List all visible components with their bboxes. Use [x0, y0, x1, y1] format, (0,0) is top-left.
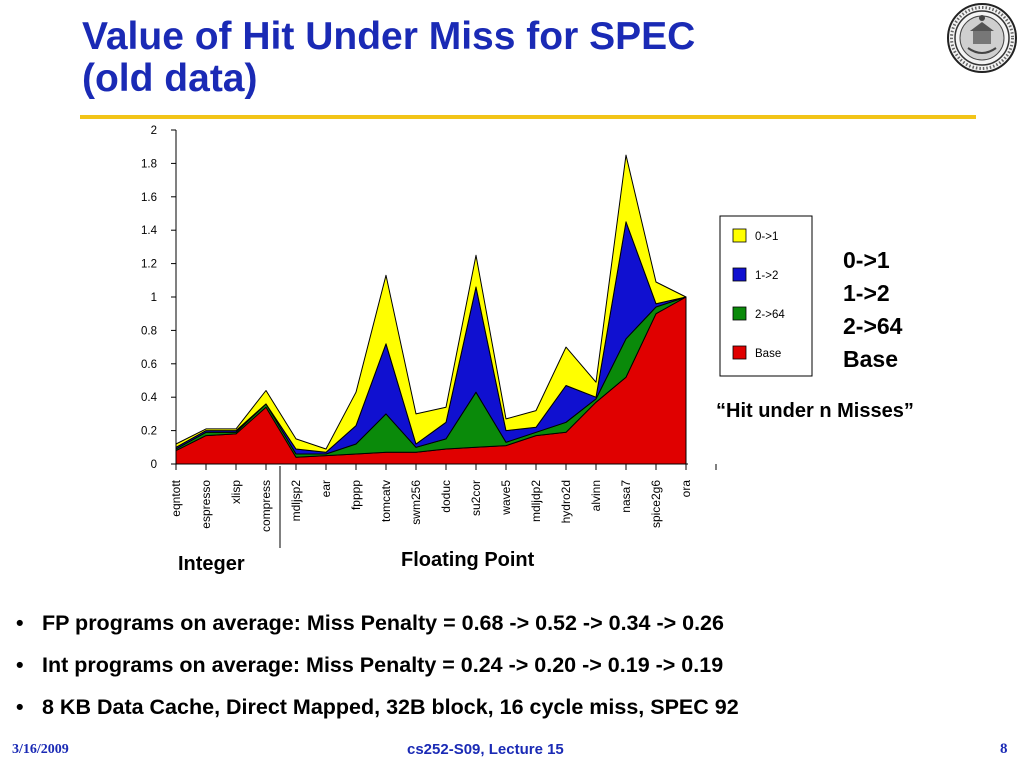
x-tick-label: hydro2d	[559, 480, 573, 523]
x-tick-label: compress	[259, 480, 273, 532]
x-tick-label: alvinn	[589, 480, 603, 511]
legend-label: Base	[755, 348, 781, 360]
legend-annotation: 0->1 1->2 2->64 Base	[843, 247, 903, 372]
x-tick-label: ora	[679, 480, 693, 498]
y-tick-label: 0	[151, 459, 157, 471]
legend-label: 1->2	[755, 270, 778, 282]
legend-swatch	[732, 267, 747, 282]
x-tick-label: tomcatv	[379, 480, 393, 522]
annotation-line: 1->2	[843, 280, 890, 306]
footer-page-number: 8	[1000, 741, 1008, 757]
bullet-item: • FP programs on average: Miss Penalty = …	[14, 602, 1004, 644]
x-ticks: eqntott espresso xlisp compress mdljsp2 ear fp…	[169, 464, 717, 532]
bullet-glyph: •	[16, 653, 24, 677]
legend-label: 0->1	[755, 231, 778, 243]
y-tick-label: 0.8	[141, 325, 157, 337]
annotation-line: 0->1	[843, 247, 890, 273]
y-ticks: 0 0.2 0.4 0.6 0.8 1 1.2 1.4 1.6 1.8 2	[141, 125, 176, 471]
series-area-0-1	[175, 154, 687, 453]
legend: 0->1 1->2 2->64 Base	[732, 228, 785, 360]
bullet-text: Int programs on average: Miss Penalty = …	[42, 653, 724, 677]
y-tick-label: 0.6	[141, 359, 157, 371]
footer-date: 3/16/2009	[12, 742, 69, 757]
y-tick-label: 0.2	[141, 426, 157, 438]
x-tick-label: fpppp	[349, 480, 363, 510]
bullet-item: • Int programs on average: Miss Penalty =…	[14, 644, 1004, 686]
y-tick-label: 2	[151, 125, 157, 137]
x-tick-label: nasa7	[619, 480, 633, 513]
x-tick-label: su2cor	[469, 480, 483, 516]
slide-title-line-2: (old data)	[82, 57, 258, 100]
annotation-line: Base	[843, 346, 898, 372]
x-tick-label: mdljsp2	[289, 480, 303, 522]
bullet-glyph: •	[16, 611, 24, 635]
group-label-floating-point: Floating Point	[401, 549, 535, 571]
title-divider	[80, 115, 976, 119]
university-seal-icon	[947, 3, 1017, 73]
x-tick-label: ear	[319, 480, 333, 497]
footer-course: cs252-S09, Lecture 15	[407, 741, 564, 758]
annotation-line: 2->64	[843, 313, 903, 339]
legend-swatch	[732, 228, 747, 243]
x-tick-label: wave5	[499, 480, 513, 516]
hit-under-miss-chart: 0 0.2 0.4 0.6 0.8 1 1.2 1.4 1.6 1.8 2 eqntott espre…	[141, 125, 914, 575]
group-label-integer: Integer	[178, 553, 245, 575]
x-tick-label: swm256	[409, 480, 423, 525]
x-tick-label: spice2g6	[649, 480, 663, 528]
bullet-item: • 8 KB Data Cache, Direct Mapped, 32B blo…	[14, 686, 1004, 728]
y-tick-label: 1	[151, 292, 157, 304]
x-tick-label: xlisp	[229, 480, 243, 504]
x-tick-label: espresso	[199, 480, 213, 529]
chart-areas	[175, 154, 687, 465]
bullet-text: 8 KB Data Cache, Direct Mapped, 32B bloc…	[42, 695, 739, 719]
x-tick-label: doduc	[439, 480, 453, 513]
bullet-list: • FP programs on average: Miss Penalty = …	[14, 602, 1004, 728]
slide-title-line-1: Value of Hit Under Miss for SPEC	[82, 15, 696, 58]
bullet-glyph: •	[16, 695, 24, 719]
y-tick-label: 1.8	[141, 158, 157, 170]
y-tick-label: 1.6	[141, 192, 157, 204]
y-tick-label: 0.4	[141, 392, 158, 404]
hit-under-n-misses-caption: “Hit under n Misses”	[716, 400, 914, 422]
bullet-text: FP programs on average: Miss Penalty = 0…	[42, 611, 724, 635]
slide-title: Value of Hit Under Miss for SPEC (old da…	[82, 16, 695, 100]
x-tick-label: mdljdp2	[529, 480, 543, 522]
legend-label: 2->64	[755, 309, 785, 321]
x-tick-label: eqntott	[169, 479, 183, 516]
legend-swatch	[732, 345, 747, 360]
legend-swatch	[732, 306, 747, 321]
y-tick-label: 1.2	[141, 259, 157, 271]
y-tick-label: 1.4	[141, 225, 158, 237]
